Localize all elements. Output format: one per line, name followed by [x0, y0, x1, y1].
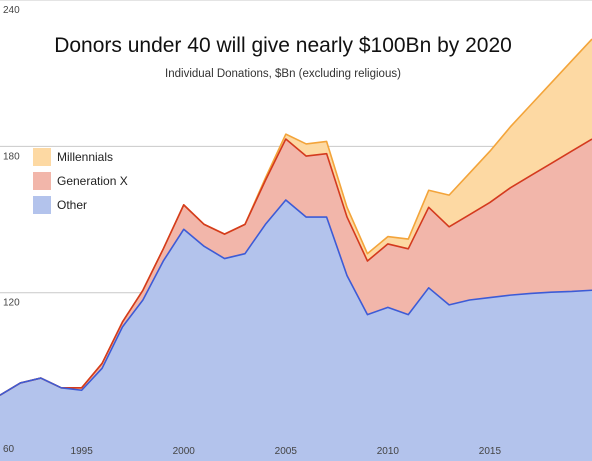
x-tick-label-2010: 2010 [377, 446, 400, 457]
legend-swatch-millennials [33, 148, 51, 166]
chart-title: Donors under 40 will give nearly $100Bn … [54, 34, 512, 57]
y-tick-label-240: 240 [3, 5, 20, 16]
area-other [0, 200, 592, 461]
chart-subtitle: Individual Donations, $Bn (excluding rel… [165, 68, 401, 80]
legend-swatch-generation-x [33, 172, 51, 190]
legend-label-millennials: Millennials [57, 150, 113, 164]
legend-label-generation-x: Generation X [57, 174, 128, 188]
legend: Millennials Generation X Other [33, 148, 128, 214]
y-tick-label-60: 60 [3, 444, 15, 455]
x-tick-label-2000: 2000 [173, 446, 196, 457]
line-generation-x [0, 138, 592, 396]
plot-areas [0, 39, 592, 461]
line-other [0, 199, 592, 396]
legend-label-other: Other [57, 198, 87, 212]
x-tick-label-1995: 1995 [71, 446, 94, 457]
plot-lines [0, 38, 592, 396]
y-tick-label-180: 180 [3, 151, 20, 162]
x-axis: 1995 2000 2005 2010 2015 [71, 446, 502, 457]
x-tick-label-2005: 2005 [275, 446, 298, 457]
y-tick-label-120: 120 [3, 298, 20, 309]
x-tick-label-2015: 2015 [479, 446, 502, 457]
y-axis: 60 120 180 240 [3, 5, 20, 455]
legend-swatch-other [33, 196, 51, 214]
